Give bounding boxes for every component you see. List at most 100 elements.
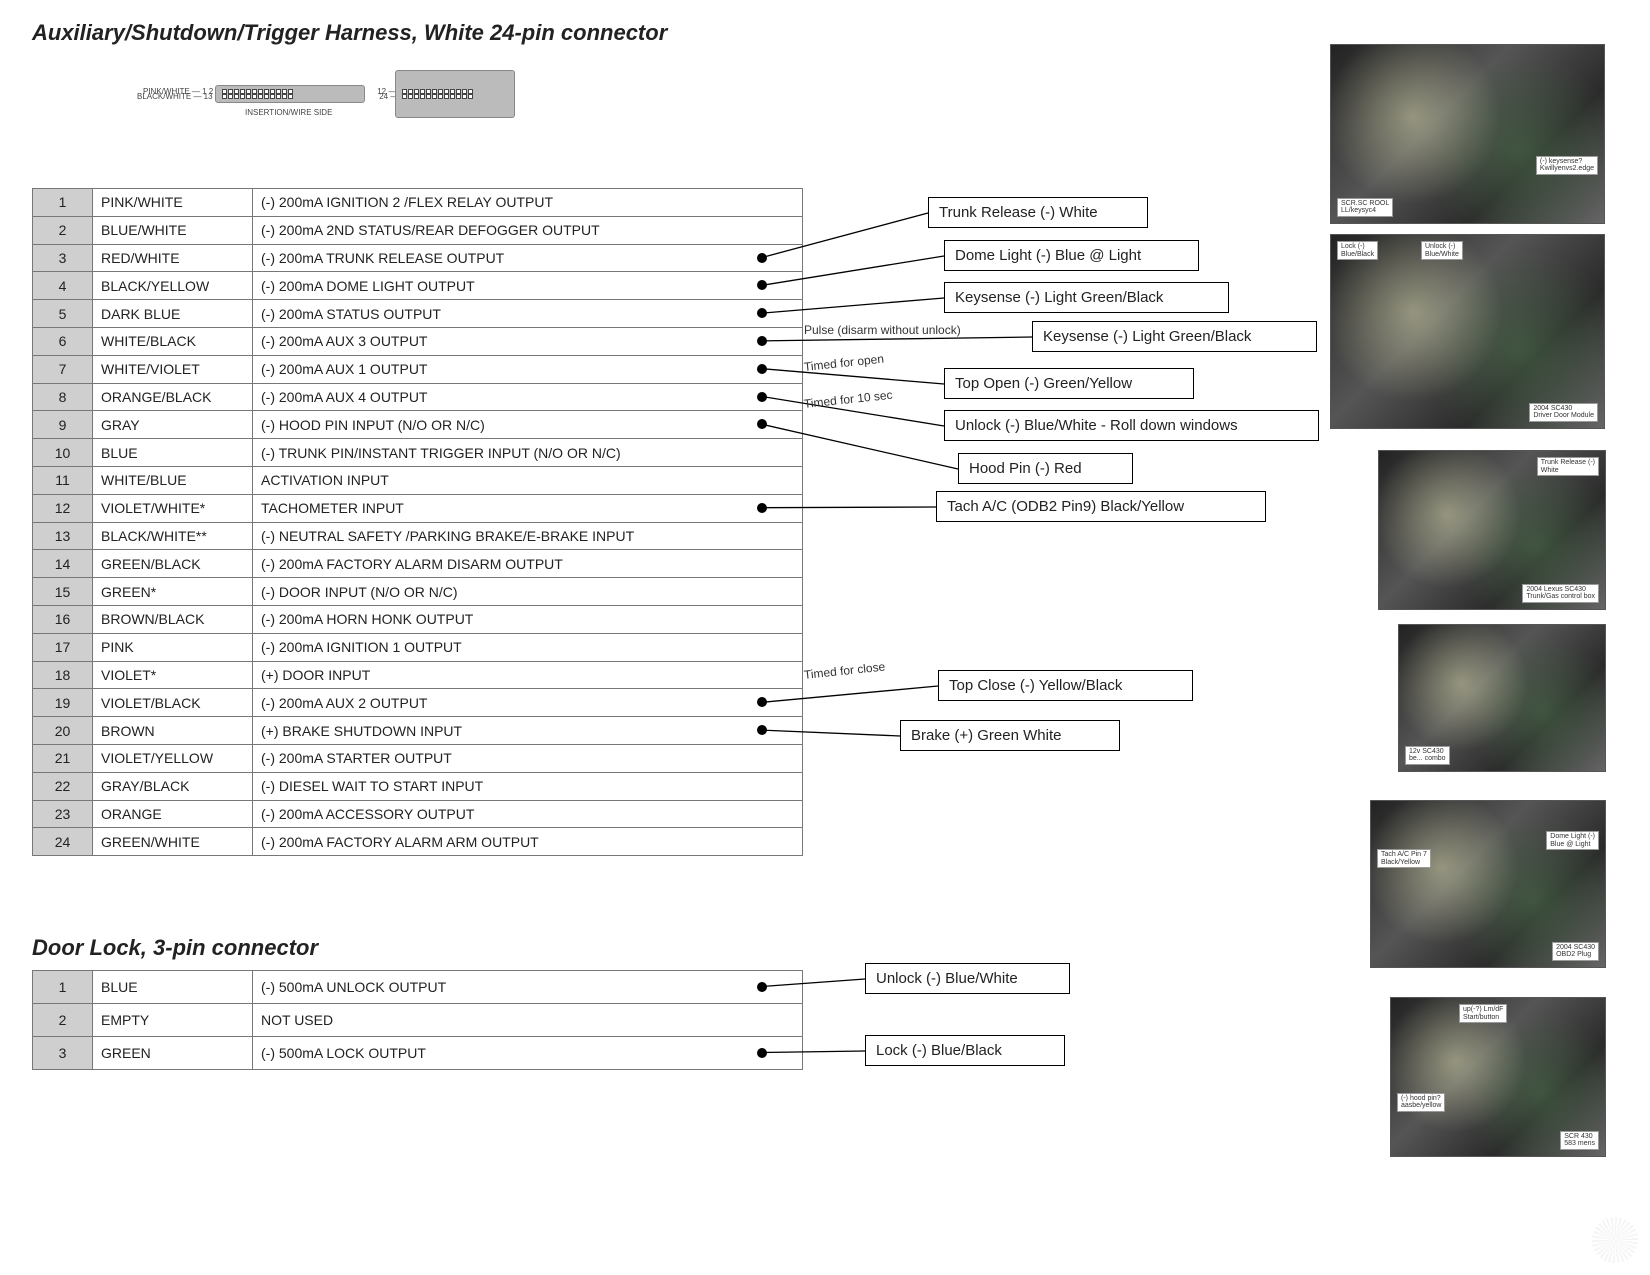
pin-number: 5 [33, 300, 93, 328]
table-row: 16BROWN/BLACK(-) 200mA HORN HONK OUTPUT [33, 605, 803, 633]
wire-color: BROWN [93, 717, 253, 745]
wire-color: WHITE/BLACK [93, 327, 253, 355]
wire-color: VIOLET/WHITE* [93, 494, 253, 522]
callout-box: Lock (-) Blue/Black [865, 1035, 1065, 1066]
table-row: 10BLUE(-) TRUNK PIN/INSTANT TRIGGER INPU… [33, 439, 803, 467]
wire-color: BROWN/BLACK [93, 605, 253, 633]
wire-color: GREEN/WHITE [93, 828, 253, 856]
reference-photo: Tach A/C Pin 7 Black/Yellow Dome Light (-… [1370, 800, 1606, 968]
photo-label: 2004 SC430 OBD2 Plug [1552, 942, 1599, 961]
table-row: 2EMPTYNOT USED [33, 1004, 803, 1037]
table-row: 1PINK/WHITE(-) 200mA IGNITION 2 /FLEX RE… [33, 189, 803, 217]
callout-box: Keysense (-) Light Green/Black [1032, 321, 1317, 352]
pin-number: 9 [33, 411, 93, 439]
photo-label: Lock (-) Blue/Black [1337, 241, 1378, 260]
watermark-icon [1592, 1217, 1638, 1263]
table-row: 20BROWN(+) BRAKE SHUTDOWN INPUT [33, 717, 803, 745]
wire-description: NOT USED [253, 1004, 803, 1037]
pin-number: 23 [33, 800, 93, 828]
wire-description: (-) 200mA ACCESSORY OUTPUT [253, 800, 803, 828]
pin-number: 14 [33, 550, 93, 578]
wire-color: VIOLET/BLACK [93, 689, 253, 717]
wire-description: (-) 200mA AUX 3 OUTPUT [253, 327, 803, 355]
pin-number: 1 [33, 189, 93, 217]
connector-diagram: PINK/WHITE — 1 2 3 12 — VIOLET/WHITE BLA… [215, 70, 515, 118]
table-row: 24GREEN/WHITE(-) 200mA FACTORY ALARM ARM… [33, 828, 803, 856]
leader-dot [757, 982, 767, 992]
wire-color: PINK [93, 633, 253, 661]
wire-color: BLUE [93, 971, 253, 1004]
leader-dot [757, 336, 767, 346]
callout-box: Tach A/C (ODB2 Pin9) Black/Yellow [936, 491, 1266, 522]
pin-number: 19 [33, 689, 93, 717]
callout-note: Timed for 10 sec [803, 388, 893, 411]
pin-number: 3 [33, 244, 93, 272]
diagram-label-bottom: INSERTION/WIRE SIDE [245, 108, 332, 117]
wire-description: (-) 200mA DOME LIGHT OUTPUT [253, 272, 803, 300]
photo-label: Unlock (-) Blue/White [1421, 241, 1463, 260]
photo-label: up(-?) Lm/dF Start/button [1459, 1004, 1507, 1023]
wire-description: (-) 500mA LOCK OUTPUT [253, 1037, 803, 1070]
photo-label: Tach A/C Pin 7 Black/Yellow [1377, 849, 1431, 868]
wire-description: (-) DIESEL WAIT TO START INPUT [253, 772, 803, 800]
table-row: 21VIOLET/YELLOW(-) 200mA STARTER OUTPUT [33, 744, 803, 772]
wire-description: (-) 200mA IGNITION 1 OUTPUT [253, 633, 803, 661]
photo-label: SCR 430 583 mens [1560, 1131, 1599, 1150]
table-row: 13BLACK/WHITE**(-) NEUTRAL SAFETY /PARKI… [33, 522, 803, 550]
table-row: 19VIOLET/BLACK(-) 200mA AUX 2 OUTPUT [33, 689, 803, 717]
wire-description: (-) DOOR INPUT (N/O OR N/C) [253, 578, 803, 606]
pin-number: 11 [33, 466, 93, 494]
leader-dot [757, 1048, 767, 1058]
wire-color: VIOLET* [93, 661, 253, 689]
wire-color: GREEN* [93, 578, 253, 606]
wire-description: (-) TRUNK PIN/INSTANT TRIGGER INPUT (N/O… [253, 439, 803, 467]
table-row: 23ORANGE(-) 200mA ACCESSORY OUTPUT [33, 800, 803, 828]
table-row: 22GRAY/BLACK(-) DIESEL WAIT TO START INP… [33, 772, 803, 800]
wire-description: (-) 200mA FACTORY ALARM DISARM OUTPUT [253, 550, 803, 578]
wire-color: GRAY [93, 411, 253, 439]
wire-color: BLACK/WHITE** [93, 522, 253, 550]
pin-number: 22 [33, 772, 93, 800]
pin-number: 16 [33, 605, 93, 633]
pin-number: 3 [33, 1037, 93, 1070]
callout-box: Top Open (-) Green/Yellow [944, 368, 1194, 399]
callout-box: Brake (+) Green White [900, 720, 1120, 751]
photo-label: (-) keysense? Kwillyenvs2.edge [1536, 156, 1598, 175]
photo-label: Dome Light (-) Blue @ Light [1546, 831, 1599, 850]
wire-description: (-) 200mA FACTORY ALARM ARM OUTPUT [253, 828, 803, 856]
table-row: 11WHITE/BLUEACTIVATION INPUT [33, 466, 803, 494]
wire-color: WHITE/VIOLET [93, 355, 253, 383]
callout-box: Unlock (-) Blue/White - Roll down window… [944, 410, 1319, 441]
pin-number: 12 [33, 494, 93, 522]
photo-label: 12v SC430 be... combo [1405, 746, 1450, 765]
pin-number: 17 [33, 633, 93, 661]
wire-description: (-) NEUTRAL SAFETY /PARKING BRAKE/E-BRAK… [253, 522, 803, 550]
table-row: 9GRAY(-) HOOD PIN INPUT (N/O OR N/C) [33, 411, 803, 439]
wire-color: ORANGE/BLACK [93, 383, 253, 411]
table-row: 5DARK BLUE(-) 200mA STATUS OUTPUT [33, 300, 803, 328]
wire-description: (-) HOOD PIN INPUT (N/O OR N/C) [253, 411, 803, 439]
wire-description: (-) 200mA IGNITION 2 /FLEX RELAY OUTPUT [253, 189, 803, 217]
wire-description: ACTIVATION INPUT [253, 466, 803, 494]
table-row: 17PINK(-) 200mA IGNITION 1 OUTPUT [33, 633, 803, 661]
wire-color: ORANGE [93, 800, 253, 828]
pin-number: 21 [33, 744, 93, 772]
callout-box: Top Close (-) Yellow/Black [938, 670, 1193, 701]
callout-note: Pulse (disarm without unlock) [804, 323, 961, 337]
wire-color: PINK/WHITE [93, 189, 253, 217]
pin-number: 6 [33, 327, 93, 355]
wire-description: (-) 200mA TRUNK RELEASE OUTPUT [253, 244, 803, 272]
photo-label: Trunk Release (-) White [1537, 457, 1599, 476]
wire-color: VIOLET/YELLOW [93, 744, 253, 772]
wire-description: (-) 200mA HORN HONK OUTPUT [253, 605, 803, 633]
photo-label: (-) hood pin? aasbe/yellow [1397, 1093, 1445, 1112]
pin-number: 2 [33, 1004, 93, 1037]
section2-title: Door Lock, 3-pin connector [32, 935, 318, 961]
table-row: 3RED/WHITE(-) 200mA TRUNK RELEASE OUTPUT [33, 244, 803, 272]
callout-note: Timed for close [803, 660, 886, 682]
photo-label: 2004 SC430 Driver Door Module [1529, 403, 1598, 422]
wire-description: (-) 200mA AUX 2 OUTPUT [253, 689, 803, 717]
wire-description: (-) 200mA AUX 4 OUTPUT [253, 383, 803, 411]
callout-box: Hood Pin (-) Red [958, 453, 1133, 484]
table-row: 3GREEN(-) 500mA LOCK OUTPUT [33, 1037, 803, 1070]
